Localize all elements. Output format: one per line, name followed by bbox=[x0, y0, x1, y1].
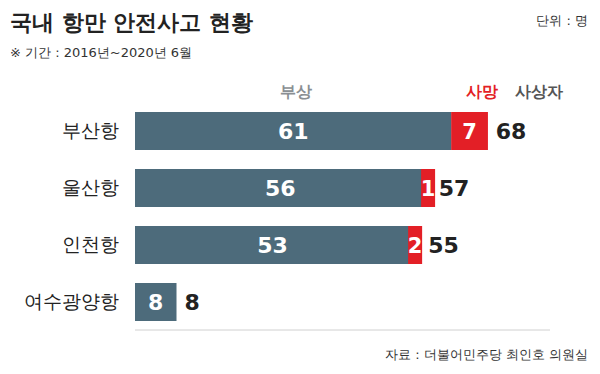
svg-text:8: 8 bbox=[185, 290, 200, 315]
svg-text:인천항: 인천항 bbox=[62, 233, 119, 255]
svg-text:61: 61 bbox=[278, 119, 309, 144]
svg-text:부산항: 부산항 bbox=[62, 119, 119, 141]
svg-text:56: 56 bbox=[265, 176, 296, 201]
svg-text:울산항: 울산항 bbox=[62, 176, 119, 198]
html-text:국내 항만 안전사고 현황: 국내 항만 안전사고 현황 bbox=[10, 10, 253, 35]
svg-text:8: 8 bbox=[148, 290, 163, 315]
svg-text:여수광양항: 여수광양항 bbox=[24, 290, 119, 312]
svg-text:68: 68 bbox=[496, 119, 527, 144]
html-text:※ 기간 : 2016년~2020년 6월: ※ 기간 : 2016년~2020년 6월 bbox=[10, 45, 193, 60]
html-text:자료 : 더불어민주당 최인호 의원실: 자료 : 더불어민주당 최인호 의원실 bbox=[385, 347, 588, 362]
svg-text:1: 1 bbox=[421, 177, 436, 201]
html-text:사망: 사망 bbox=[466, 82, 498, 101]
svg-text:53: 53 bbox=[257, 233, 288, 258]
html-text:단위 : 명: 단위 : 명 bbox=[536, 13, 588, 28]
html-text:사상자: 사상자 bbox=[515, 82, 563, 101]
html-text:부상: 부상 bbox=[280, 82, 312, 101]
svg-text:7: 7 bbox=[462, 120, 477, 144]
svg-text:2: 2 bbox=[408, 234, 423, 258]
svg-text:57: 57 bbox=[439, 176, 470, 201]
svg-text:55: 55 bbox=[428, 233, 459, 258]
